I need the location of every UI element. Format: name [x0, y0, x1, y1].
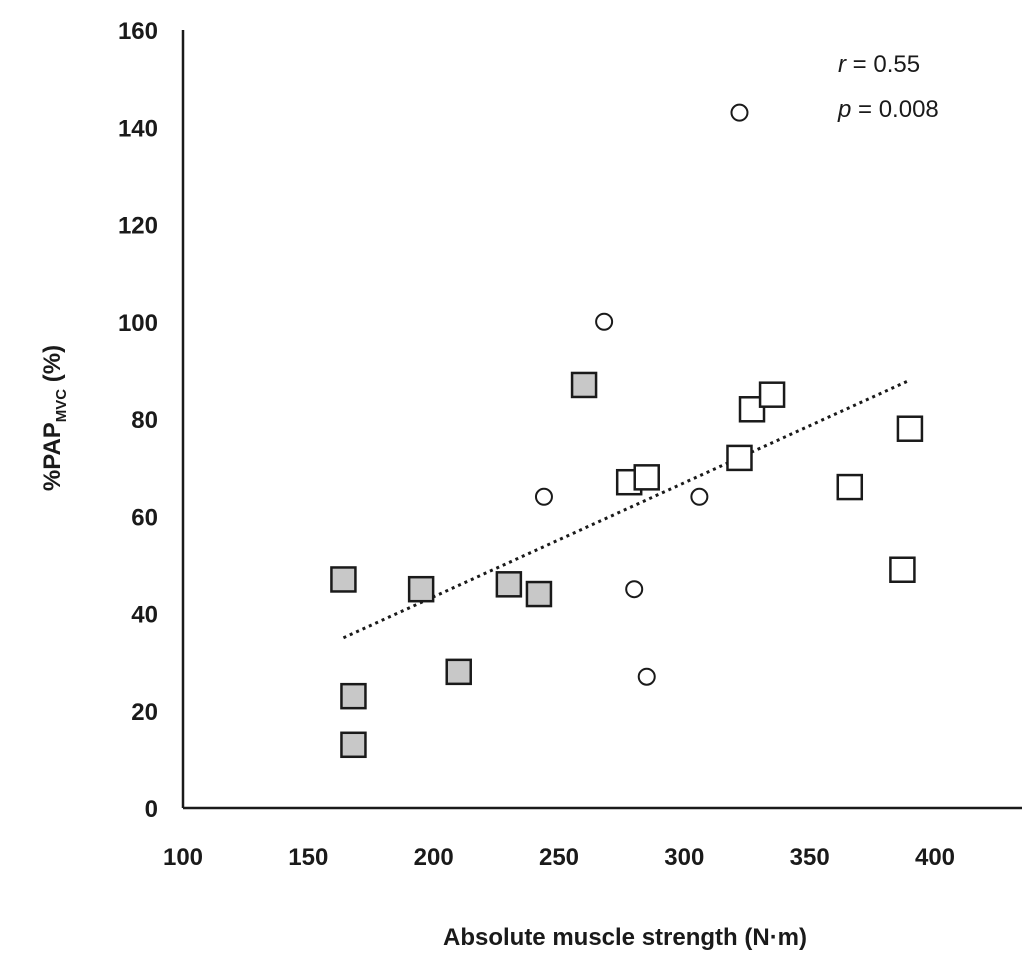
y-tick-label: 20 — [131, 699, 158, 726]
correlation-r-annotation: r = 0.55 — [838, 51, 920, 78]
y-tick-label: 80 — [131, 407, 158, 434]
x-tick-label: 200 — [414, 844, 454, 871]
x-tick-label: 150 — [288, 844, 328, 871]
data-point-circle — [534, 487, 553, 506]
data-point-square — [445, 658, 472, 686]
data-point-square — [896, 415, 924, 442]
x-tick-label: 350 — [790, 844, 830, 871]
y-axis-title-unit: (%) — [39, 345, 66, 389]
y-tick-label: 140 — [118, 115, 158, 142]
x-tick-label: 300 — [664, 844, 704, 871]
y-tick-label: 120 — [118, 213, 158, 240]
data-point-square — [633, 464, 660, 491]
data-point-circle — [625, 580, 644, 599]
y-axis-title-subscript: MVC — [53, 389, 70, 423]
data-point-square — [407, 575, 435, 603]
data-point-square — [726, 444, 753, 472]
y-tick-label: 100 — [118, 310, 158, 337]
y-axis-title-main: %PAP — [39, 422, 66, 491]
p-value-annotation: p = 0.008 — [837, 96, 939, 123]
trendline-group — [342, 378, 911, 640]
y-axis-title: %PAPMVC (%) — [39, 345, 70, 491]
data-point-circle — [637, 667, 656, 686]
x-tick-labels: 100 150 200 250 300 350 400 — [163, 844, 955, 871]
axes — [181, 30, 1022, 810]
correlation-r-var: r — [838, 51, 847, 78]
trendline — [342, 378, 911, 640]
data-point-square — [889, 556, 916, 583]
data-point-square — [330, 566, 357, 593]
data-point-square — [525, 580, 553, 608]
data-point-square — [495, 571, 523, 598]
y-tick-labels: 0 20 40 60 80 100 120 140 160 — [118, 18, 158, 823]
y-tick-label: 60 — [131, 504, 158, 531]
y-tick-label: 40 — [131, 602, 158, 629]
x-axis-title: Absolute muscle strength (N·m) — [443, 924, 807, 951]
x-tick-label: 250 — [539, 844, 579, 871]
x-tick-label: 400 — [915, 844, 955, 871]
x-tick-label: 100 — [163, 844, 203, 871]
data-point-square — [570, 371, 598, 399]
y-tick-label: 0 — [145, 796, 158, 823]
p-value-var: p — [837, 96, 851, 123]
data-points — [330, 103, 924, 759]
data-point-square — [836, 473, 864, 501]
data-point-square — [340, 682, 367, 710]
p-value-value: = 0.008 — [851, 96, 938, 123]
correlation-r-value: = 0.55 — [846, 51, 920, 78]
data-point-circle — [690, 487, 709, 506]
data-point-circle — [595, 312, 614, 331]
data-point-circle — [730, 103, 749, 122]
data-point-square — [340, 731, 367, 759]
y-tick-label: 160 — [118, 18, 158, 45]
data-point-square — [758, 381, 786, 408]
